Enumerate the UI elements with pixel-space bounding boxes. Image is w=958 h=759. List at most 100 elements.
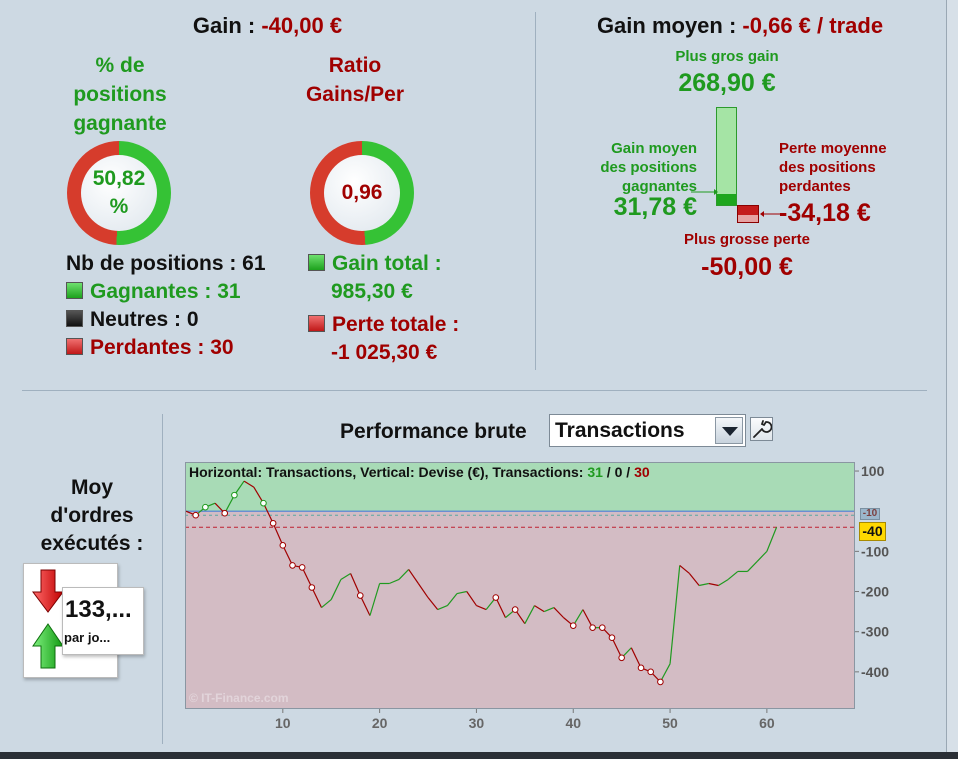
biggest-gain-label: Plus gros gain	[675, 48, 779, 65]
total-gain-label: Gain total :	[332, 252, 442, 275]
avg-win-label: Gain moyen des positions gagnantes	[590, 139, 697, 196]
orders-title-line: exécutés :	[40, 532, 144, 555]
losers-label: Perdantes : 30	[90, 336, 234, 359]
avg-loss-label-line: Perte moyenne	[779, 140, 887, 157]
performance-chart: Horizontal: Transactions, Vertical: Devi…	[185, 462, 855, 709]
chart-header-sep: /	[622, 464, 635, 480]
chart-header-sep: /	[602, 464, 615, 480]
series-segment	[340, 572, 351, 580]
loss-zone	[186, 511, 854, 708]
avg-loss-value: -34,18 €	[779, 199, 871, 227]
neutral-count: Neutres : 0	[66, 308, 199, 332]
series-segment	[630, 647, 642, 669]
series-segment	[350, 573, 361, 596]
neutral-label: Neutres : 0	[90, 308, 199, 331]
y-tick-label: -100	[861, 543, 889, 559]
series-segment	[301, 567, 313, 588]
chart-header-neutral: 0	[614, 464, 623, 480]
series-segment	[708, 582, 719, 587]
losers-count: Perdantes : 30	[66, 336, 234, 360]
series-segment	[524, 605, 536, 624]
series-marker	[231, 491, 238, 499]
series-segment	[466, 591, 477, 606]
winners-swatch	[66, 282, 83, 299]
x-tick-label: 10	[275, 715, 291, 731]
winning-pct-title-line: gagnante	[73, 112, 167, 135]
series-segment	[659, 663, 671, 683]
chart-header: Horizontal: Transactions, Vertical: Devi…	[189, 464, 650, 480]
section-divider	[162, 414, 163, 744]
y-tick-label: -400	[861, 664, 889, 680]
series-segment	[437, 605, 448, 611]
series-segment	[534, 605, 545, 613]
gain-label: Gain :	[192, 13, 256, 38]
winners-label: Gagnantes : 31	[90, 280, 241, 303]
series-marker	[492, 594, 500, 601]
total-loss-swatch	[308, 315, 325, 332]
ratio-title: Ratio Gains/Per	[295, 51, 415, 111]
wrench-icon-path	[753, 420, 773, 438]
performance-selector[interactable]: Transactions	[549, 414, 746, 447]
series-marker	[221, 509, 229, 517]
positions-count: Nb de positions : 61	[66, 252, 266, 275]
x-tick-label: 20	[372, 715, 388, 731]
series-segment	[330, 579, 342, 600]
total-loss-value: -1 025,30 €	[331, 341, 438, 364]
winning-pct-text: 50,82 %	[92, 167, 146, 218]
biggest-loss-label: Plus grosse perte	[684, 231, 810, 248]
y-tick-label: -300	[861, 624, 889, 640]
series-segment	[495, 597, 507, 618]
series-marker	[608, 634, 616, 642]
orders-title-line: d'ordres	[50, 504, 134, 527]
series-segment	[679, 564, 690, 574]
series-segment	[456, 590, 467, 595]
y-tick-label: -200	[861, 584, 889, 600]
total-gain-value: 985,30 €	[331, 280, 413, 303]
series-marker	[511, 606, 519, 613]
series-segment	[766, 527, 778, 552]
avg-loss-bar	[738, 206, 758, 215]
avg-gain-bar	[717, 194, 736, 205]
avg-win-label-line: gagnantes	[621, 178, 697, 195]
window-border-right	[946, 0, 958, 759]
series-marker	[202, 503, 209, 511]
performance-selector-value: Transactions	[555, 419, 685, 442]
series-marker	[269, 519, 277, 527]
avg-loss-label: Perte moyenne des positions perdantes	[779, 139, 919, 196]
biggest-gain-value: 268,90 €	[678, 69, 776, 97]
series-segment	[446, 593, 458, 606]
loss-bar	[737, 205, 759, 223]
winning-pct-donut: 50,82 %	[67, 141, 171, 245]
up-arrow-icon	[32, 623, 64, 669]
total-gain-swatch	[308, 254, 325, 271]
chevron-down-icon[interactable]	[715, 417, 743, 444]
series-segment	[698, 582, 709, 587]
series-marker	[298, 564, 306, 571]
series-marker	[637, 664, 645, 672]
chart-header-losses: 30	[634, 464, 650, 480]
gain-zone	[186, 463, 854, 512]
wrench-icon	[753, 420, 773, 438]
series-segment	[369, 583, 381, 616]
settings-button[interactable]	[750, 417, 773, 441]
orders-card: 133,... par jo...	[62, 587, 144, 655]
series-marker	[647, 668, 654, 676]
series-segment	[727, 570, 739, 580]
series-segment	[417, 583, 429, 598]
chart-watermark: © IT-Finance.com	[189, 691, 289, 705]
chart-header-wins: 31	[587, 464, 603, 480]
neutral-swatch	[66, 310, 83, 327]
total-loss: Perte totale :	[308, 313, 459, 337]
biggest-loss-value: -50,00 €	[701, 253, 793, 281]
avg-win-label-line: des positions	[600, 159, 697, 176]
series-marker	[657, 678, 664, 686]
avg-loss-label-line: des positions	[779, 159, 876, 176]
x-tick-label: 30	[469, 715, 485, 731]
series-segment	[543, 607, 555, 613]
total-loss-label: Perte totale :	[332, 313, 460, 336]
orders-title: Moy d'ordres exécutés :	[22, 474, 162, 558]
total-gain: Gain total :	[308, 252, 442, 276]
chart-svg	[186, 463, 854, 708]
avg-win-value: 31,78 €	[613, 193, 697, 221]
